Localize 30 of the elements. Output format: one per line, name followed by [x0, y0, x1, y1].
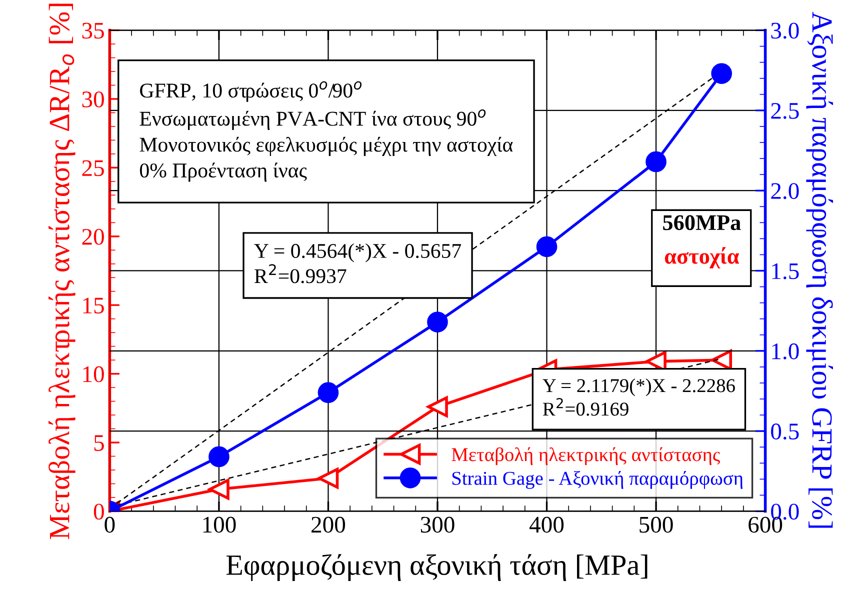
- y-tick-label: 35: [82, 22, 104, 39]
- y-tick-label: 30: [82, 91, 104, 108]
- x-tick-label: 0: [104, 516, 115, 533]
- y2-tick-label: 1.0: [772, 343, 799, 360]
- annotation: αστοχία: [664, 247, 740, 268]
- y-tick-label: 15: [83, 298, 104, 314]
- x-tick-label: 500: [640, 516, 673, 533]
- x-tick-label: 200: [312, 516, 346, 533]
- annotation: Y = 2.1179(*)X - 2.2286 R$^{2}$=0.9169: [542, 378, 735, 416]
- y-tick-label: 5: [94, 435, 104, 451]
- y2-tick-label: 2.5: [771, 102, 799, 119]
- x-tick-label: 400: [530, 516, 564, 533]
- y-tick-label: 0: [94, 504, 104, 520]
- y-axis-title: Μεταβολή ηλεκτρικής αντίστασης ΔR/R$_{o}$ [%]: [48, 4, 76, 540]
- legend-label: Μεταβολή ηλεκτρικής αντίστασης: [452, 447, 720, 466]
- annotation: 560MPa: [663, 215, 741, 230]
- x-tick-label: 300: [420, 516, 454, 533]
- x-axis-title: Εφαρμοζόμενη αξονική τάση [MPa]: [226, 554, 648, 581]
- legend-label: Strain Gage - Αξονική παραμόρφωση: [452, 471, 743, 489]
- y-tick-label: 25: [82, 160, 104, 176]
- x-tick-label: 100: [203, 516, 236, 533]
- y-tick-label: 10: [83, 366, 104, 382]
- y2-tick-label: 1.5: [772, 263, 799, 280]
- y2-tick-label: 2.0: [771, 183, 799, 200]
- y2-tick-label: 0.5: [771, 424, 799, 440]
- y-tick-label: 20: [82, 228, 104, 245]
- y2-axis-title: Αξονική παραμόρφωση δοκιμίου GFRP [%]: [806, 12, 834, 528]
- text: GFRP, 10 στρώσεις 0$^{o}$/90$^{o}$ Ενσωματωμένη PVA-CNT ίνα στους 90$^{o}$ Μονοτονικός εφελκυσμός μέχρι την αστοχία 0% Προένταση ίνας: [140, 81, 513, 182]
- y2-tick-label: 3.0: [771, 22, 799, 39]
- annotation: Y = 0.4564(*)X - 0.5657 R$^{2}$=0.9937: [254, 243, 462, 284]
